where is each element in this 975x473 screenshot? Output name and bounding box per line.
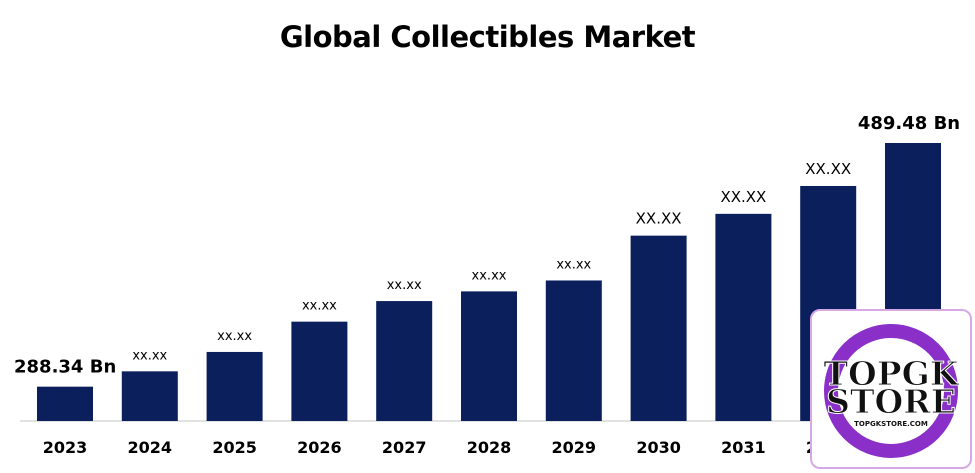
- bar-2026: [291, 321, 348, 421]
- x-tick-2026: 2026: [297, 438, 342, 457]
- logo-url: TOPGKSTORE.COM: [854, 420, 928, 428]
- store-logo: TOPGK STORE TOPGKSTORE.COM: [810, 309, 972, 469]
- logo-line2: STORE: [826, 382, 956, 421]
- data-label-2030: XX.XX: [636, 210, 682, 228]
- x-tick-2030: 2030: [636, 438, 681, 457]
- x-tick-2027: 2027: [382, 438, 427, 457]
- x-tick-2031: 2031: [721, 438, 766, 457]
- logo-ring: [824, 324, 958, 458]
- bar-2028: [461, 291, 517, 421]
- x-tick-2029: 2029: [552, 438, 597, 457]
- bar-2024: [121, 371, 178, 421]
- data-label-2032: XX.XX: [805, 160, 851, 178]
- bar-2030: [630, 235, 687, 421]
- bar-2023: [37, 386, 93, 421]
- data-label-2029: xx.xx: [556, 257, 591, 272]
- data-label-2023: 288.34 Bn: [14, 357, 116, 378]
- bar-2029: [545, 280, 602, 421]
- data-label-2027: xx.xx: [387, 278, 422, 293]
- data-label-2033: 489.48 Bn: [858, 113, 960, 134]
- chart-title: Global Collectibles Market: [279, 20, 696, 54]
- data-label-2024: xx.xx: [132, 348, 167, 363]
- x-tick-2024: 2024: [128, 438, 173, 457]
- x-tick-2025: 2025: [212, 438, 257, 457]
- bar-2031: [715, 213, 772, 421]
- x-tick-2023: 2023: [43, 438, 88, 457]
- data-label-2028: xx.xx: [472, 268, 507, 283]
- logo-inner-circle: [839, 339, 943, 443]
- logo-emblem: TOPGK STORE TOPGKSTORE.COM: [823, 324, 960, 458]
- data-label-2025: xx.xx: [217, 329, 252, 344]
- bar-2027: [376, 301, 433, 421]
- data-label-2026: xx.xx: [302, 299, 337, 314]
- data-label-2031: XX.XX: [720, 188, 766, 206]
- x-tick-2028: 2028: [467, 438, 512, 457]
- logo-line1: TOPGK: [824, 354, 960, 393]
- bar-2025: [206, 351, 263, 421]
